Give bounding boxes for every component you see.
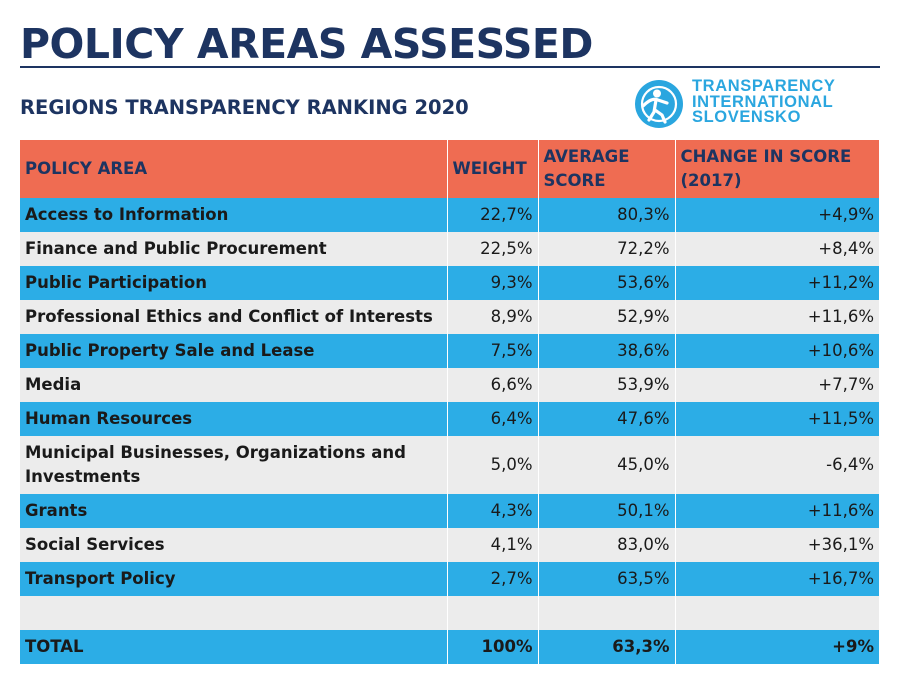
logo-line: TRANSPARENCY [692,77,836,95]
average-score-cell: 45,0% [538,436,676,494]
change-cell: +10,6% [675,334,879,368]
total-average-score-cell: 63,3% [538,630,676,664]
column-header-average-score: AVERAGE SCORE [538,140,676,198]
policy-area-cell: Professional Ethics and Conflict of Inte… [20,300,448,334]
weight-cell: 2,7% [447,562,539,596]
weight-cell: 8,9% [447,300,539,334]
weight-cell: 4,3% [447,494,539,528]
ti-logo-icon [635,80,683,128]
average-score-cell: 47,6% [538,402,676,436]
policy-area-cell: Finance and Public Procurement [20,232,448,266]
table-row: Municipal Businesses, Organizations and … [20,436,879,494]
logo-line: SLOVENSKO [692,108,802,126]
change-cell: +11,6% [675,494,879,528]
empty-cell [538,596,676,630]
change-cell: +8,4% [675,232,879,266]
weight-cell: 5,0% [447,436,539,494]
change-cell: +11,6% [675,300,879,334]
change-cell: +7,7% [675,368,879,402]
change-cell: +11,5% [675,402,879,436]
column-header-weight: WEIGHT [447,140,539,198]
policy-area-cell: Public Participation [20,266,448,300]
average-score-cell: 80,3% [538,198,676,232]
change-cell: +16,7% [675,562,879,596]
table-row: Grants 4,3% 50,1% +11,6% [20,494,879,528]
page-subtitle: REGIONS TRANSPARENCY RANKING 2020 [20,96,469,119]
policy-area-cell: Media [20,368,448,402]
empty-cell [447,596,539,630]
table-row: Finance and Public Procurement 22,5% 72,… [20,232,879,266]
empty-cell [20,596,448,630]
table-row: Transport Policy 2,7% 63,5% +16,7% [20,562,879,596]
total-change-cell: +9% [675,630,879,664]
policy-area-cell: Access to Information [20,198,448,232]
total-weight-cell: 100% [447,630,539,664]
average-score-cell: 63,5% [538,562,676,596]
total-row: TOTAL 100% 63,3% +9% [20,630,879,664]
weight-cell: 22,5% [447,232,539,266]
policy-area-cell: Public Property Sale and Lease [20,334,448,368]
table-row: Public Participation 9,3% 53,6% +11,2% [20,266,879,300]
logo-line: INTERNATIONAL [692,92,834,111]
average-score-cell: 52,9% [538,300,676,334]
average-score-cell: 53,6% [538,266,676,300]
policy-area-cell: Municipal Businesses, Organizations and … [20,436,448,494]
empty-spacer-row [20,596,879,630]
transparency-international-logo: TRANSPARENCY INTERNATIONAL SLOVENSKO [634,77,874,131]
policy-area-cell: Transport Policy [20,562,448,596]
policy-area-cell: Social Services [20,528,448,562]
weight-cell: 22,7% [447,198,539,232]
column-header-change-in-score: CHANGE IN SCORE (2017) [675,140,879,198]
weight-cell: 4,1% [447,528,539,562]
weight-cell: 7,5% [447,334,539,368]
weight-cell: 6,4% [447,402,539,436]
page-title: POLICY AREAS ASSESSED [20,20,593,68]
title-divider [20,66,880,68]
change-cell: +4,9% [675,198,879,232]
weight-cell: 6,6% [447,368,539,402]
table-row: Media 6,6% 53,9% +7,7% [20,368,879,402]
table-row: Public Property Sale and Lease 7,5% 38,6… [20,334,879,368]
table-row: Access to Information 22,7% 80,3% +4,9% [20,198,879,232]
table-header-row: POLICY AREA WEIGHT AVERAGE SCORE CHANGE … [20,140,879,198]
empty-cell [675,596,879,630]
column-header-policy-area: POLICY AREA [20,140,448,198]
policy-area-cell: Grants [20,494,448,528]
policy-areas-table: POLICY AREA WEIGHT AVERAGE SCORE CHANGE … [20,140,879,664]
average-score-cell: 53,9% [538,368,676,402]
weight-cell: 9,3% [447,266,539,300]
logo-wordmark: TRANSPARENCY INTERNATIONAL SLOVENSKO [692,77,836,126]
table-row: Human Resources 6,4% 47,6% +11,5% [20,402,879,436]
average-score-cell: 50,1% [538,494,676,528]
average-score-cell: 38,6% [538,334,676,368]
policy-area-cell: Human Resources [20,402,448,436]
change-cell: +11,2% [675,266,879,300]
average-score-cell: 72,2% [538,232,676,266]
change-cell: +36,1% [675,528,879,562]
total-label-cell: TOTAL [20,630,448,664]
change-cell: -6,4% [675,436,879,494]
table-row: Social Services 4,1% 83,0% +36,1% [20,528,879,562]
table-row: Professional Ethics and Conflict of Inte… [20,300,879,334]
average-score-cell: 83,0% [538,528,676,562]
